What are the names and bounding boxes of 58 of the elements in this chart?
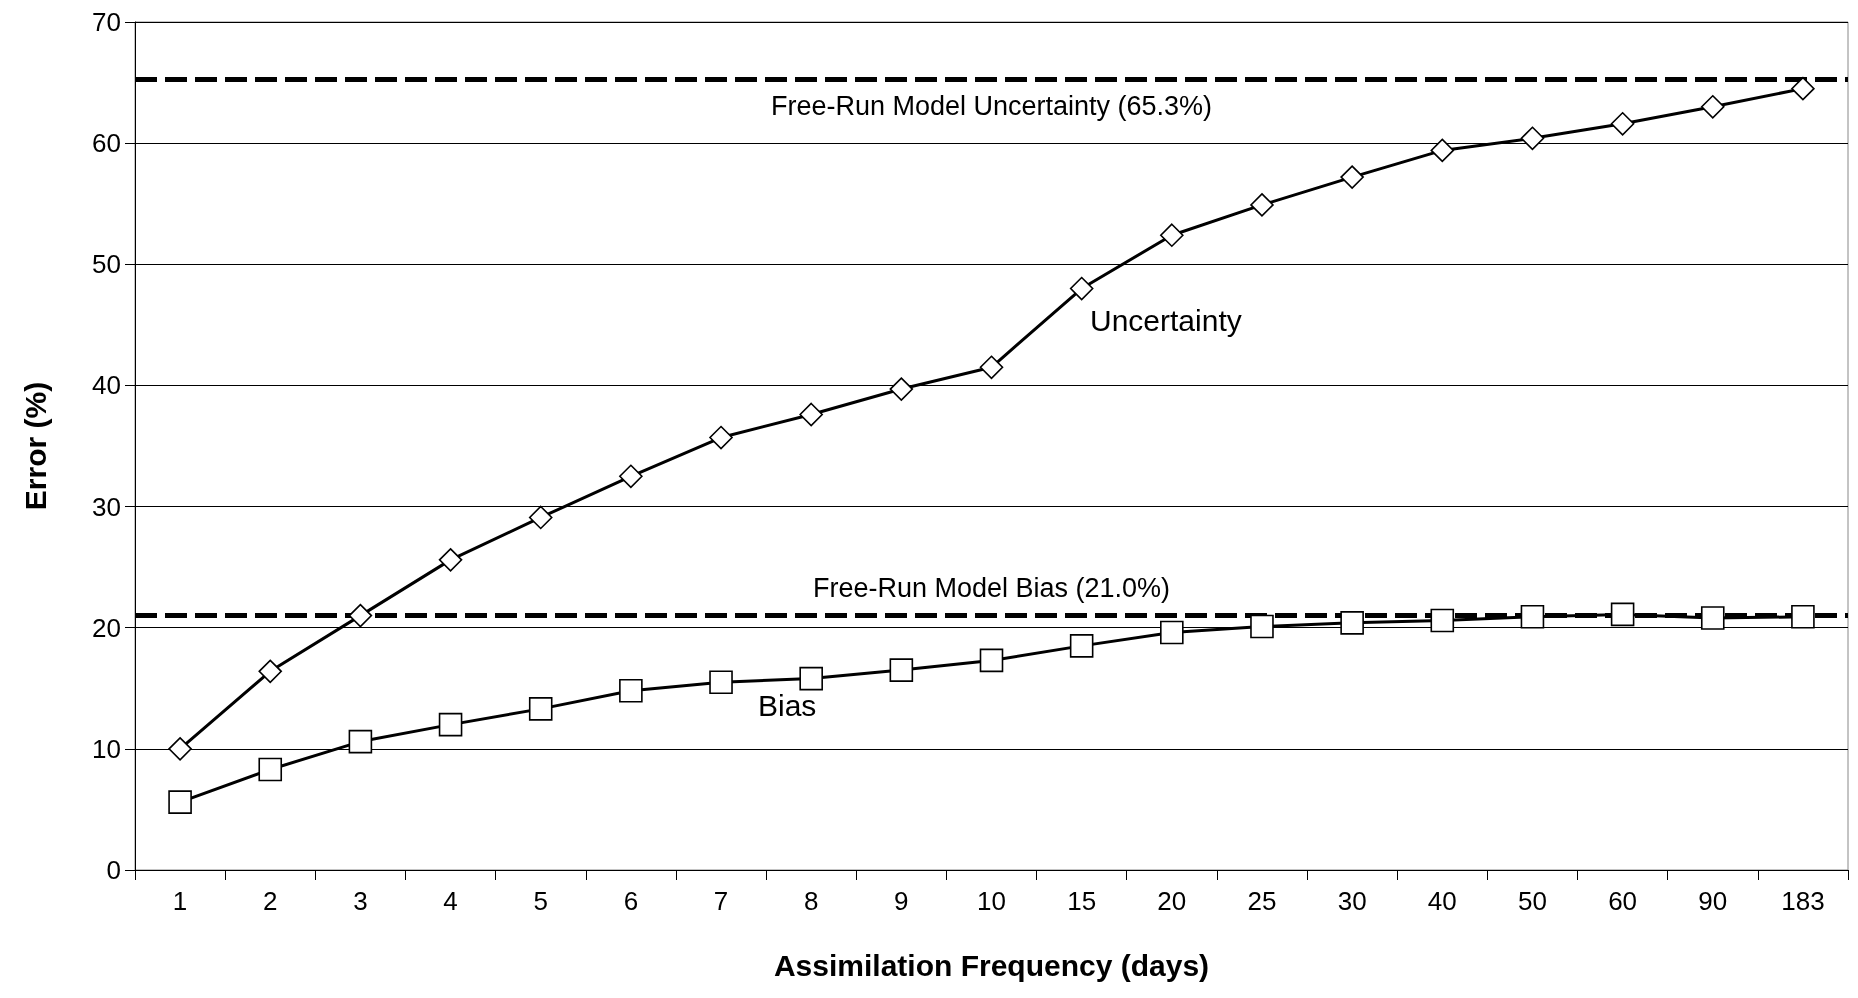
point [979,355,1004,380]
ref-line-label: Free-Run Model Uncertainty (65.3%) [770,91,1213,122]
point [979,648,1004,673]
ref-line-label: Free-Run Model Bias (21.0%) [812,573,1171,604]
x-tick-label: 7 [713,886,729,916]
point [1520,605,1545,629]
x-tick-label: 90 [1698,886,1728,916]
y-tick-label: 60 [92,128,121,159]
x-tick-label: 8 [803,886,819,916]
point [1160,620,1184,645]
x-tick-label: 5 [533,886,548,916]
x-tick-label: 30 [1337,886,1367,916]
point [889,377,914,401]
x-tick-label: 183 [1781,886,1825,916]
point [1791,605,1815,629]
y-axis-title: Error (%) [18,381,52,511]
x-axis-title: Assimilation Frequency (days) [773,948,1210,982]
x-tick-label: 3 [353,886,368,916]
y-tick-label: 20 [92,612,121,643]
x-tick-label: 60 [1608,886,1638,916]
annotation: Uncertainty [1090,303,1242,337]
point [619,678,643,703]
point [348,729,373,754]
point [348,603,373,628]
point [1520,126,1545,151]
x-tick-label: 4 [443,886,458,916]
point [709,670,733,695]
point [1069,634,1094,658]
y-tick-label: 70 [92,7,121,37]
x-tick-label: 40 [1427,886,1457,916]
y-tick-label: 50 [92,249,121,280]
point [799,666,823,691]
point [799,402,823,427]
point [168,790,192,814]
point [889,658,914,682]
x-tick-label: 1 [172,886,188,916]
point [258,757,283,782]
point [1700,606,1725,630]
x-tick-label: 10 [977,886,1006,916]
y-tick-label: 40 [92,370,121,401]
point [528,697,553,721]
point [438,712,463,737]
x-tick-label: 50 [1517,886,1547,916]
x-tick-label: 20 [1157,886,1187,916]
point [1250,614,1274,639]
point [1340,611,1364,635]
x-tick-label: 9 [894,886,909,916]
y-tick-label: 30 [92,491,121,522]
x-tick-label: 6 [623,886,639,916]
point [1430,608,1455,633]
x-tick-label: 2 [263,886,278,916]
annotation: Bias [758,688,817,722]
x-tick-label: 25 [1247,886,1277,916]
point [709,425,733,450]
y-tick-label: 0 [106,855,121,885]
point [1610,602,1635,627]
y-tick-label: 10 [92,733,121,764]
x-tick-label: 15 [1067,886,1097,916]
